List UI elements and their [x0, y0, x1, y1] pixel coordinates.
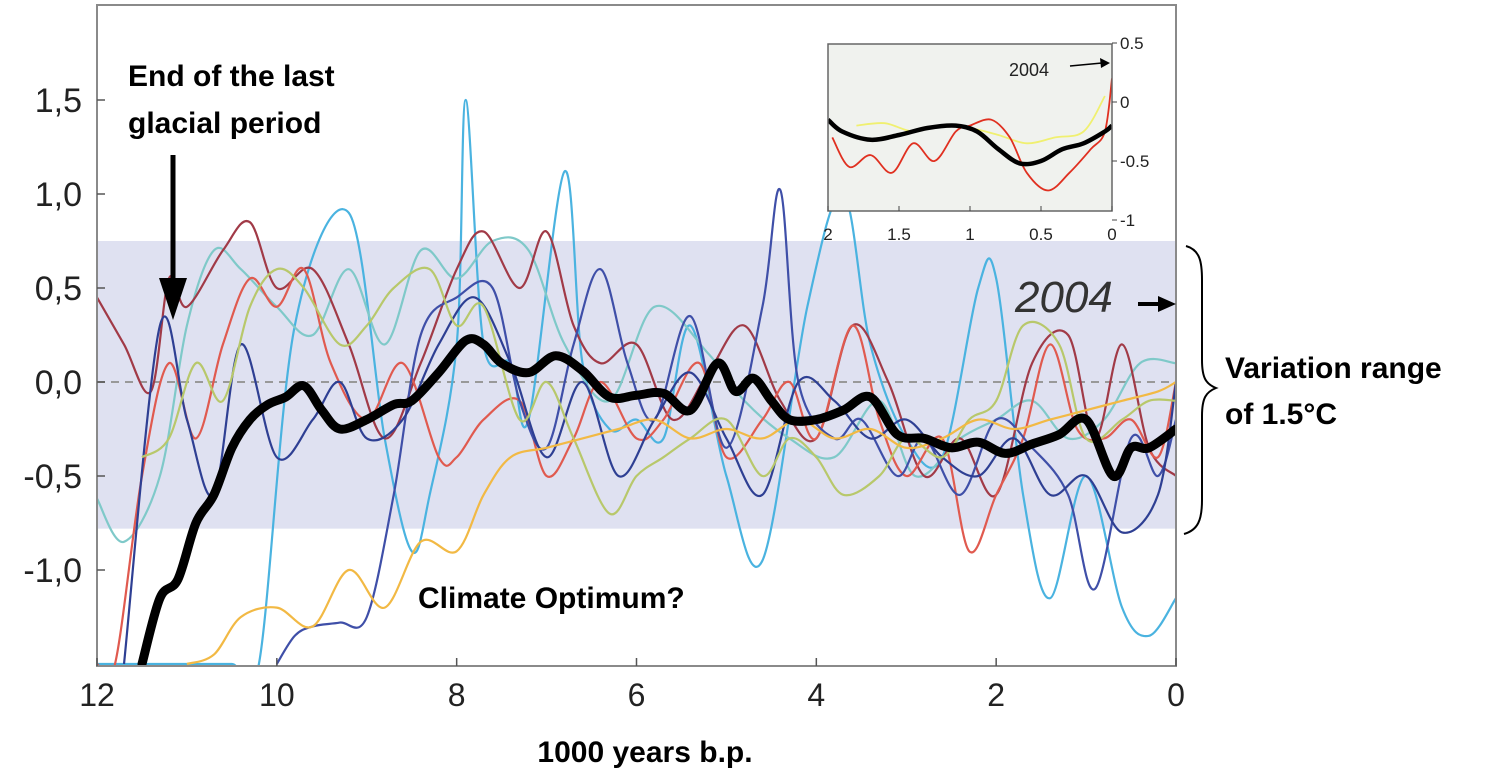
x-tick-label: 2	[987, 677, 1005, 713]
inset-series-3	[828, 117, 1112, 167]
variation-label-line2: of 1.5°C	[1225, 398, 1337, 431]
series-line-1	[97, 98, 1176, 666]
glacial-label-line1: End of the last	[128, 60, 335, 93]
inset-series-1	[856, 95, 1106, 145]
x-tick-label: 0	[1167, 677, 1185, 713]
mean-series-line	[137, 334, 1176, 666]
x-tick-label: 8	[448, 677, 466, 713]
y-tick-label: -1,0	[23, 552, 82, 590]
inset-2004-arrowhead	[1100, 58, 1110, 68]
series-line-3	[97, 219, 1176, 498]
inset-2004-arrow	[1069, 62, 1103, 67]
variation-brace	[1183, 245, 1219, 535]
inset-y-tick-label: 0	[1120, 93, 1129, 112]
y-tick-label: -0,5	[23, 458, 82, 496]
x-tick-label: 12	[79, 677, 115, 713]
y-tick-label: 0,5	[35, 270, 82, 308]
y-tick-label: 1,5	[35, 82, 82, 120]
inset-series-2	[831, 78, 1112, 192]
inset-2004-label: 2004	[1009, 60, 1049, 80]
inset-x-tick-label: 2	[823, 225, 832, 244]
inset-y-tick-label: -0.5	[1120, 152, 1149, 171]
y-tick-label: 0,0	[35, 364, 82, 402]
variation-label-line1: Variation range	[1225, 352, 1442, 385]
inset-y-tick-label: 0.5	[1120, 34, 1144, 53]
series-line-2	[97, 236, 1176, 543]
inset-x-tick-label: 1.5	[887, 225, 911, 244]
optimum-label: Climate Optimum?	[418, 582, 685, 615]
y-tick-label: 1,0	[35, 176, 82, 214]
plot-area: 12 10 8 6 4 2 01,51,00,50,0-0,5-1,0	[23, 4, 1185, 713]
series-line-7	[141, 266, 1176, 516]
x-tick-label: 4	[807, 677, 825, 713]
annotations: End of the last glacial period Climate O…	[128, 60, 1442, 769]
inset-series-lines	[828, 78, 1112, 192]
x-tick-label: 6	[628, 677, 646, 713]
year-2004-arrow-head	[1158, 296, 1176, 312]
inset-x-tick-label: 0.5	[1029, 225, 1053, 244]
inset-y-tick-label: -1	[1120, 211, 1135, 230]
year-2004-label: 2004	[1014, 273, 1113, 322]
inset-chart: 2 1.5 1 0.5 0 0.5 0 -0.5 -1 2004	[823, 34, 1149, 244]
series-lines	[97, 98, 1176, 666]
x-axis-title: 1000 years b.p.	[537, 736, 752, 769]
glacial-arrow-head	[159, 278, 187, 320]
series-line-4	[97, 266, 1176, 666]
series-line-8	[186, 381, 1176, 666]
inset-x-tick-label: 0	[1107, 225, 1116, 244]
x-tick-label: 10	[259, 677, 295, 713]
inset-x-tick-label: 1	[965, 225, 974, 244]
glacial-label-line2: glacial period	[128, 107, 321, 140]
